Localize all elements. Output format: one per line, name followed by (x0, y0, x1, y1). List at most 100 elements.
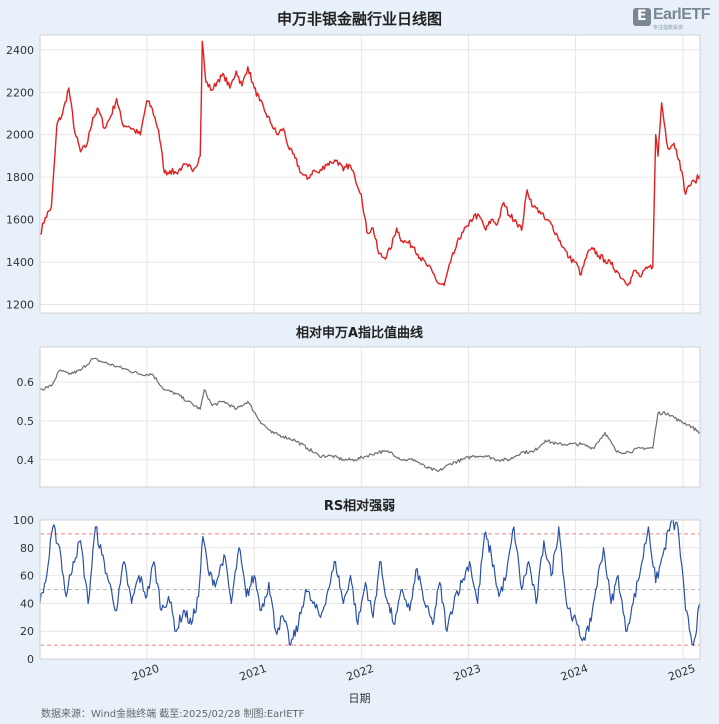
data-point-rs (394, 623, 396, 625)
data-point-price (282, 127, 284, 129)
y-tick-label-rs: 60 (20, 570, 34, 583)
data-point-price (294, 157, 296, 159)
data-point-ratio (306, 447, 308, 449)
y-tick-label-price: 2400 (6, 44, 34, 57)
data-point-price (694, 180, 696, 182)
data-point-ratio (187, 400, 189, 402)
data-point-rs (268, 581, 270, 584)
y-tick-label-ratio: 0.6 (17, 376, 35, 389)
data-point-price (496, 223, 499, 225)
data-point-rs (215, 581, 217, 584)
data-point-price (330, 161, 332, 163)
data-point-price (312, 170, 314, 172)
data-point-price (425, 263, 427, 265)
data-point-rs (647, 526, 650, 528)
data-point-rs (223, 554, 225, 556)
data-point-rs (446, 630, 448, 632)
data-point-ratio (259, 420, 261, 422)
data-point-rs (469, 561, 471, 563)
data-point-price (146, 100, 148, 102)
data-point-rs (372, 616, 374, 618)
data-point-price (673, 142, 675, 144)
data-point-price (86, 144, 88, 146)
x-tick-label-2020: 2020 (130, 662, 161, 684)
data-point-rs (153, 561, 155, 563)
data-point-ratio (223, 400, 225, 402)
data-point-price (467, 225, 470, 227)
data-point-price (121, 123, 124, 125)
data-point-rs (565, 602, 568, 605)
x-tick-label-2021: 2021 (238, 662, 269, 684)
data-point-price (169, 170, 171, 172)
plot-area-price (40, 35, 700, 313)
y-tick-label-rs: 80 (20, 542, 34, 555)
plot-area-ratio (40, 347, 700, 487)
data-point-price (514, 219, 517, 221)
data-point-price (128, 125, 130, 127)
data-point-rs (640, 568, 642, 570)
data-point-ratio (104, 362, 106, 364)
data-point-rs (409, 609, 411, 612)
source-footer: 数据来源：Wind金融终端 截至:2025/02/28 制图:EarlETF (41, 709, 305, 720)
data-point-rs (52, 526, 54, 528)
data-point-ratio (318, 455, 320, 457)
data-point-ratio (59, 369, 61, 371)
data-point-ratio (68, 373, 70, 375)
data-point-price (56, 123, 58, 125)
data-point-rs (416, 568, 418, 570)
data-point-rs (72, 561, 74, 563)
data-point-price (44, 216, 46, 219)
data-point-rs (87, 602, 89, 605)
y-tick-label-rs: 0 (27, 653, 34, 666)
data-point-price (235, 70, 237, 72)
data-point-price (378, 253, 380, 255)
data-point-ratio (50, 385, 53, 387)
data-point-rs (94, 526, 97, 528)
data-point-price (223, 74, 225, 76)
data-point-rs (349, 575, 352, 577)
data-point-price (300, 172, 302, 174)
data-point-ratio (508, 459, 510, 461)
y-tick-label-price: 1800 (6, 171, 34, 184)
data-point-rs (662, 554, 664, 556)
data-point-ratio (496, 459, 499, 461)
data-point-rs (498, 595, 500, 598)
data-point-price (276, 134, 278, 136)
data-point-price (181, 166, 183, 168)
y-tick-label-price: 2200 (6, 86, 34, 99)
data-point-rs (387, 602, 389, 605)
data-point-rs (175, 630, 177, 632)
data-point-rs (454, 595, 456, 598)
y-tick-label-ratio: 0.4 (17, 454, 35, 467)
data-point-price (253, 87, 255, 89)
data-point-rs (123, 561, 125, 563)
data-point-ratio (437, 470, 439, 472)
data-point-rs (357, 623, 359, 625)
data-point-rs (588, 630, 590, 632)
chart-title-main: 申万非银金融行业日线图 (276, 10, 442, 28)
data-point-rs (692, 644, 694, 646)
data-point-price (544, 219, 546, 221)
data-point-rs (327, 588, 329, 591)
data-point-rs (677, 526, 679, 528)
x-tick-label-2022: 2022 (345, 662, 376, 684)
data-point-rs (101, 554, 103, 556)
x-tick-label-2025: 2025 (666, 662, 697, 684)
data-point-price (557, 236, 559, 238)
data-point-price (175, 172, 177, 174)
data-point-rs (282, 616, 284, 618)
data-point-rs (197, 595, 200, 598)
data-point-price (139, 134, 141, 136)
data-point-price (526, 189, 528, 191)
data-point-rs (401, 588, 403, 591)
data-point-price (247, 66, 249, 68)
data-point-ratio (592, 447, 594, 449)
data-point-price (479, 216, 481, 219)
data-point-rs (238, 547, 240, 549)
data-point-price (610, 263, 612, 265)
data-point-rs (572, 616, 575, 618)
data-point-price (201, 40, 203, 43)
data-point-price (562, 246, 564, 248)
data-point-price (490, 219, 492, 221)
data-point-rs (275, 630, 277, 632)
